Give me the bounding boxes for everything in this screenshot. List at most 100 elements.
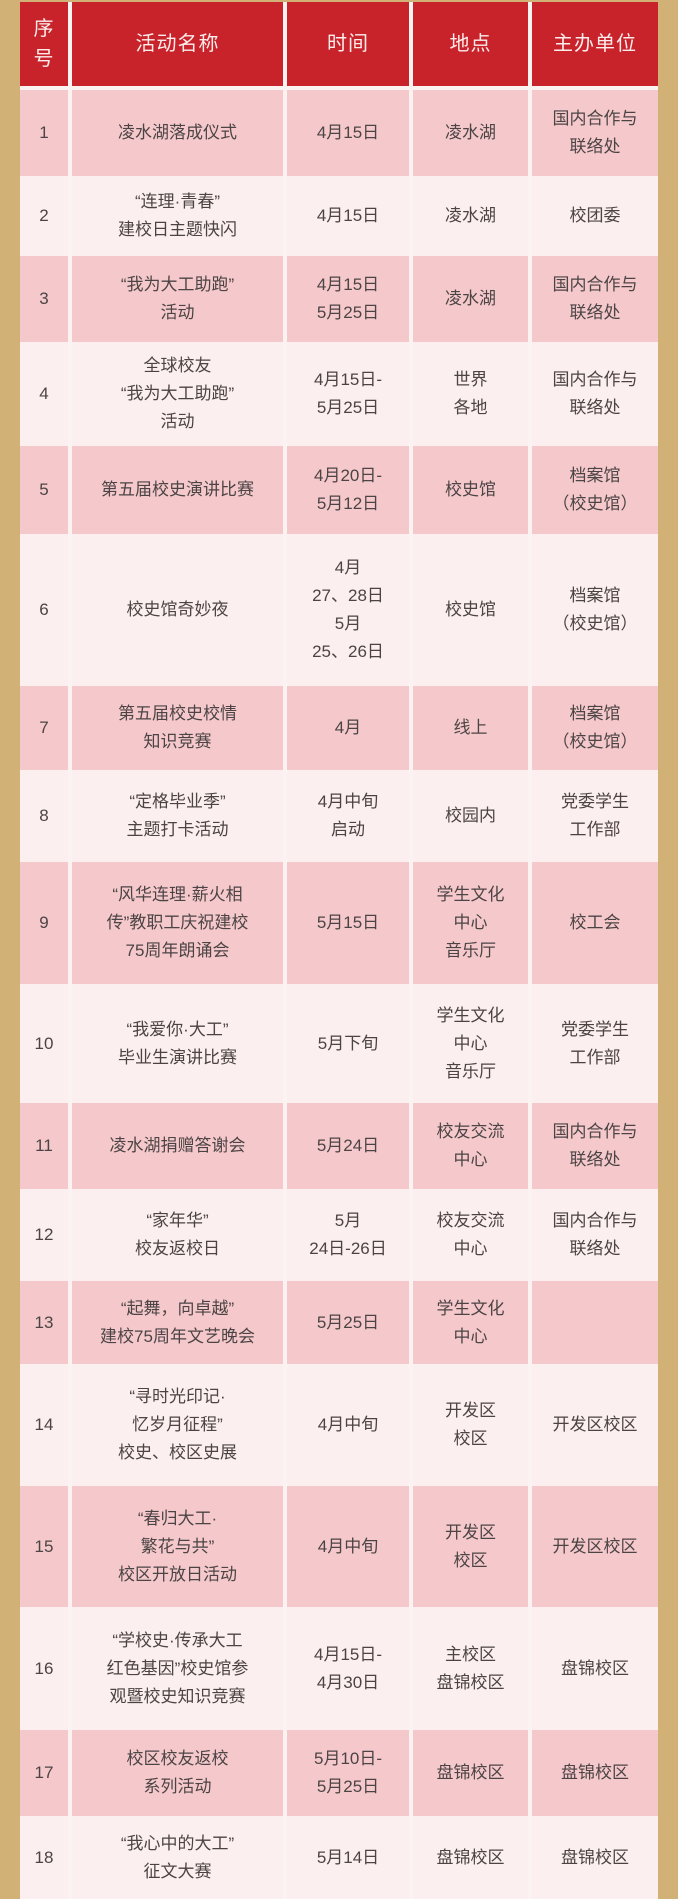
cell-time: 4月 27、28日 5月 25、26日 bbox=[287, 534, 409, 686]
cell-organizer: 盘锦校区 bbox=[532, 1607, 658, 1730]
cell-serial: 5 bbox=[20, 446, 68, 534]
cell-organizer: 国内合作与 联络处 bbox=[532, 90, 658, 176]
cell-time: 4月中旬 bbox=[287, 1486, 409, 1607]
cell-time: 5月25日 bbox=[287, 1281, 409, 1364]
cell-serial: 16 bbox=[20, 1607, 68, 1730]
table-row: 6 校史馆奇妙夜 4月 27、28日 5月 25、26日 校史馆 档案馆 （校史馆） bbox=[20, 534, 658, 686]
cell-location: 凌水湖 bbox=[413, 90, 528, 176]
cell-time: 5月15日 bbox=[287, 862, 409, 984]
cell-serial: 18 bbox=[20, 1816, 68, 1899]
cell-activity-name: 全球校友 “我为大工助跑” 活动 bbox=[72, 342, 283, 446]
cell-location: 学生文化 中心 音乐厅 bbox=[413, 984, 528, 1103]
cell-location: 盘锦校区 bbox=[413, 1816, 528, 1899]
cell-time: 4月 bbox=[287, 686, 409, 770]
cell-serial: 13 bbox=[20, 1281, 68, 1364]
cell-activity-name: “起舞，向卓越” 建校75周年文艺晚会 bbox=[72, 1281, 283, 1364]
cell-serial: 10 bbox=[20, 984, 68, 1103]
table-header-row: 序号 活动名称 时间 地点 主办单位 bbox=[20, 2, 658, 86]
cell-activity-name: 凌水湖落成仪式 bbox=[72, 90, 283, 176]
cell-location: 学生文化 中心 bbox=[413, 1281, 528, 1364]
cell-time: 4月20日- 5月12日 bbox=[287, 446, 409, 534]
cell-activity-name: “连理·青春” 建校日主题快闪 bbox=[72, 176, 283, 256]
column-header-serial: 序号 bbox=[20, 2, 68, 86]
cell-serial: 7 bbox=[20, 686, 68, 770]
cell-organizer: 校团委 bbox=[532, 176, 658, 256]
table-row: 16 “学校史·传承大工 红色基因”校史馆参 观暨校史知识竞赛 4月15日- 4月3… bbox=[20, 1607, 658, 1730]
cell-activity-name: 校区校友返校 系列活动 bbox=[72, 1730, 283, 1816]
cell-serial: 9 bbox=[20, 862, 68, 984]
table-row: 12 “家年华” 校友返校日 5月 24日-26日 校友交流 中心 国内合作与 联络处 bbox=[20, 1189, 658, 1281]
cell-serial: 12 bbox=[20, 1189, 68, 1281]
cell-serial: 4 bbox=[20, 342, 68, 446]
cell-serial: 6 bbox=[20, 534, 68, 686]
table-row: 8 “定格毕业季” 主题打卡活动 4月中旬 启动 校园内 党委学生 工作部 bbox=[20, 770, 658, 862]
cell-time: 4月15日 5月25日 bbox=[287, 256, 409, 342]
cell-location: 校史馆 bbox=[413, 446, 528, 534]
column-header-location: 地点 bbox=[413, 2, 528, 86]
events-table: 序号 活动名称 时间 地点 主办单位 1 凌水湖落成仪式 4月15日 凌水湖 国内合作与… bbox=[20, 2, 658, 1899]
cell-location: 盘锦校区 bbox=[413, 1730, 528, 1816]
table-row: 14 “寻时光印记· 忆岁月征程” 校史、校区史展 4月中旬 开发区 校区 开发区校区 bbox=[20, 1364, 658, 1486]
cell-serial: 15 bbox=[20, 1486, 68, 1607]
cell-time: 4月15日 bbox=[287, 176, 409, 256]
cell-location: 校友交流 中心 bbox=[413, 1103, 528, 1189]
table-row: 17 校区校友返校 系列活动 5月10日- 5月25日 盘锦校区 盘锦校区 bbox=[20, 1730, 658, 1816]
table-row: 18 “我心中的大工” 征文大赛 5月14日 盘锦校区 盘锦校区 bbox=[20, 1816, 658, 1899]
cell-organizer: 党委学生 工作部 bbox=[532, 770, 658, 862]
cell-location: 世界 各地 bbox=[413, 342, 528, 446]
column-header-serial-label: 序号 bbox=[33, 18, 55, 70]
cell-organizer: 档案馆 （校史馆） bbox=[532, 534, 658, 686]
cell-activity-name: “我为大工助跑” 活动 bbox=[72, 256, 283, 342]
cell-location: 线上 bbox=[413, 686, 528, 770]
cell-organizer: 档案馆 （校史馆） bbox=[532, 446, 658, 534]
cell-time: 5月 24日-26日 bbox=[287, 1189, 409, 1281]
cell-time: 5月24日 bbox=[287, 1103, 409, 1189]
cell-organizer: 党委学生 工作部 bbox=[532, 984, 658, 1103]
cell-activity-name: 第五届校史校情 知识竞赛 bbox=[72, 686, 283, 770]
cell-location: 主校区 盘锦校区 bbox=[413, 1607, 528, 1730]
cell-serial: 17 bbox=[20, 1730, 68, 1816]
cell-activity-name: “我爱你·大工” 毕业生演讲比赛 bbox=[72, 984, 283, 1103]
cell-organizer: 国内合作与 联络处 bbox=[532, 256, 658, 342]
column-header-activity-label: 活动名称 bbox=[135, 33, 220, 55]
table-row: 7 第五届校史校情 知识竞赛 4月 线上 档案馆 （校史馆） bbox=[20, 686, 658, 770]
cell-organizer: 档案馆 （校史馆） bbox=[532, 686, 658, 770]
cell-serial: 11 bbox=[20, 1103, 68, 1189]
cell-organizer: 开发区校区 bbox=[532, 1364, 658, 1486]
cell-organizer: 开发区校区 bbox=[532, 1486, 658, 1607]
column-header-time: 时间 bbox=[287, 2, 409, 86]
cell-organizer: 国内合作与 联络处 bbox=[532, 1103, 658, 1189]
cell-organizer: 盘锦校区 bbox=[532, 1730, 658, 1816]
table-row: 3 “我为大工助跑” 活动 4月15日 5月25日 凌水湖 国内合作与 联络处 bbox=[20, 256, 658, 342]
cell-time: 4月15日 bbox=[287, 90, 409, 176]
cell-organizer: 校工会 bbox=[532, 862, 658, 984]
header-divider bbox=[20, 86, 658, 90]
cell-location: 开发区 校区 bbox=[413, 1364, 528, 1486]
cell-serial: 3 bbox=[20, 256, 68, 342]
cell-location: 校史馆 bbox=[413, 534, 528, 686]
cell-location: 凌水湖 bbox=[413, 256, 528, 342]
table-row: 11 凌水湖捐赠答谢会 5月24日 校友交流 中心 国内合作与 联络处 bbox=[20, 1103, 658, 1189]
cell-location: 开发区 校区 bbox=[413, 1486, 528, 1607]
table-row: 4 全球校友 “我为大工助跑” 活动 4月15日- 5月25日 世界 各地 国内合作与 … bbox=[20, 342, 658, 446]
cell-activity-name: 凌水湖捐赠答谢会 bbox=[72, 1103, 283, 1189]
cell-serial: 8 bbox=[20, 770, 68, 862]
cell-activity-name: “我心中的大工” 征文大赛 bbox=[72, 1816, 283, 1899]
column-header-organizer: 主办单位 bbox=[532, 2, 658, 86]
cell-time: 5月下旬 bbox=[287, 984, 409, 1103]
table-row: 10 “我爱你·大工” 毕业生演讲比赛 5月下旬 学生文化 中心 音乐厅 党委学生 工作… bbox=[20, 984, 658, 1103]
column-header-time-label: 时间 bbox=[327, 33, 369, 55]
table-row: 9 “风华连理·薪火相 传”教职工庆祝建校 75周年朗诵会 5月15日 学生文化 中心… bbox=[20, 862, 658, 984]
cell-serial: 2 bbox=[20, 176, 68, 256]
table-row: 15 “春归大工· 繁花与共” 校区开放日活动 4月中旬 开发区 校区 开发区校区 bbox=[20, 1486, 658, 1607]
cell-activity-name: “学校史·传承大工 红色基因”校史馆参 观暨校史知识竞赛 bbox=[72, 1607, 283, 1730]
cell-time: 4月中旬 启动 bbox=[287, 770, 409, 862]
cell-location: 校园内 bbox=[413, 770, 528, 862]
cell-time: 4月15日- 5月25日 bbox=[287, 342, 409, 446]
cell-organizer bbox=[532, 1281, 658, 1364]
cell-activity-name: “家年华” 校友返校日 bbox=[72, 1189, 283, 1281]
cell-organizer: 盘锦校区 bbox=[532, 1816, 658, 1899]
cell-location: 学生文化 中心 音乐厅 bbox=[413, 862, 528, 984]
cell-activity-name: 校史馆奇妙夜 bbox=[72, 534, 283, 686]
cell-serial: 14 bbox=[20, 1364, 68, 1486]
